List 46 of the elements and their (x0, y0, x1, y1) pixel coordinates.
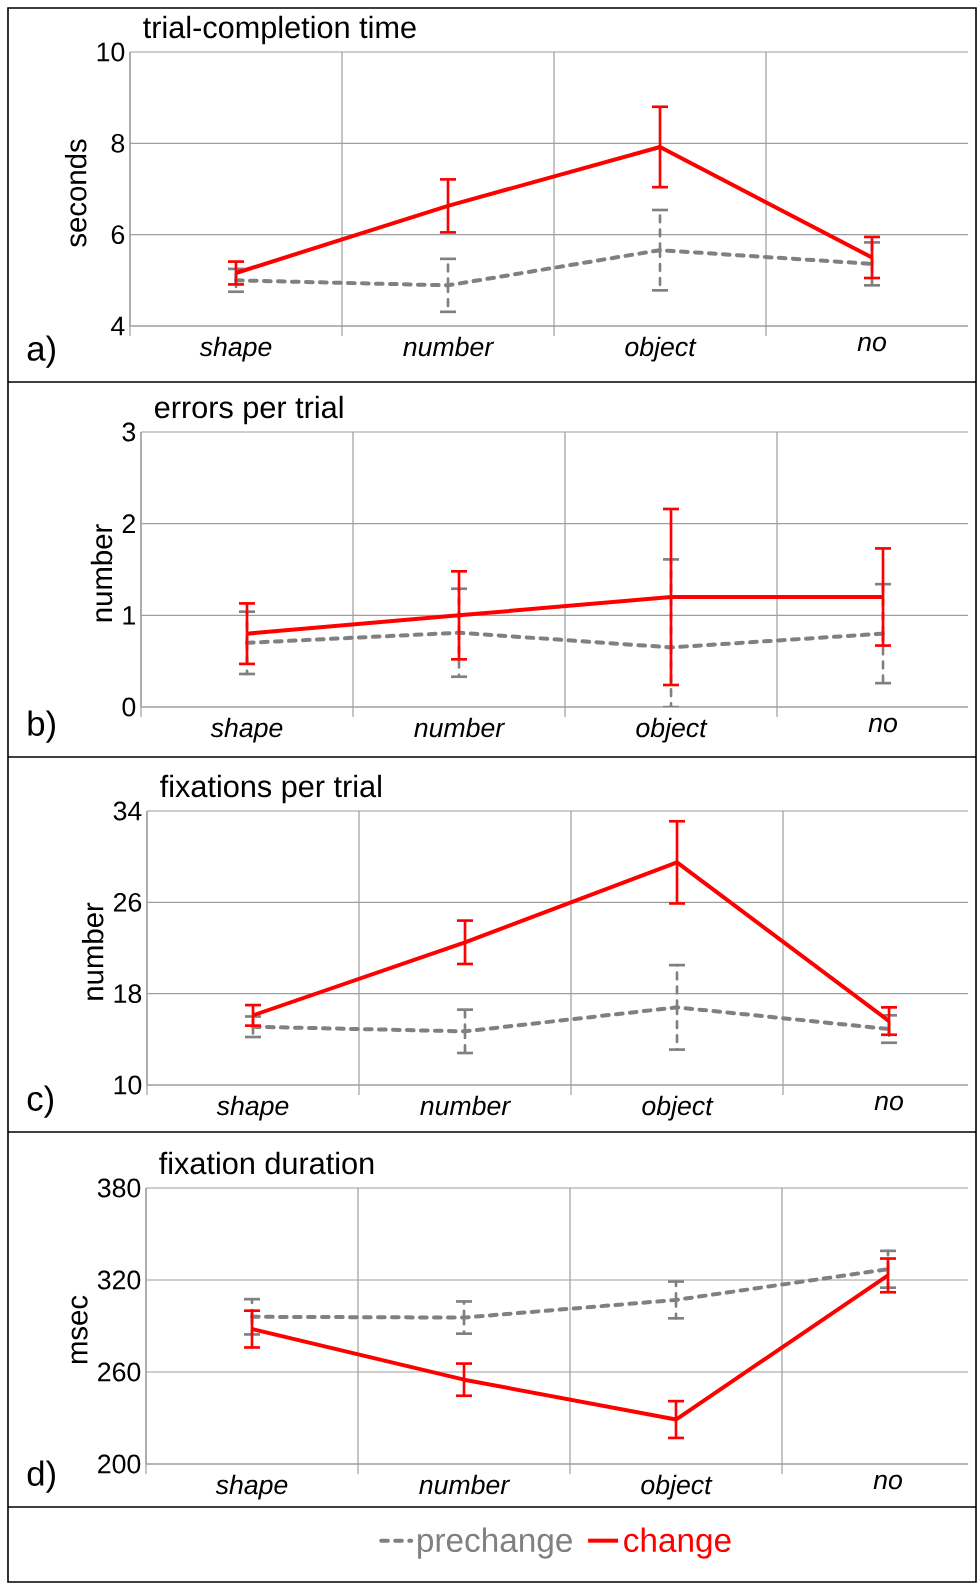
x-tick-label: number (419, 1474, 511, 1495)
x-tick-label: no (857, 336, 886, 352)
y-tick-label: 320 (97, 1270, 141, 1290)
y-tick-label: 200 (98, 1454, 141, 1474)
y-tick-label: 6 (111, 225, 125, 245)
x-tick-label: shape (215, 1474, 288, 1500)
legend-label: change (624, 1527, 731, 1559)
x-tick-label: shape (216, 1095, 289, 1121)
x-tick-label: object (636, 717, 708, 743)
chart-title: trial-completion time (143, 15, 416, 45)
y-tick-label: 0 (122, 697, 136, 717)
y-tick-label: 3 (122, 422, 136, 442)
x-tick-label: shape (210, 717, 283, 743)
y-tick-label: 260 (98, 1362, 141, 1382)
y-tick-label: 26 (113, 892, 142, 912)
y-tick-label: 2 (122, 514, 135, 533)
y-tick-label: 10 (114, 1075, 142, 1095)
legend-label: prechange (418, 1527, 572, 1559)
y-tick-label: 4 (111, 316, 125, 336)
x-tick-label: number (403, 336, 495, 357)
chart-title: fixations per trial (160, 774, 381, 804)
y-tick-label: 1 (123, 606, 135, 625)
x-tick-label: no (868, 717, 897, 733)
x-tick-label: object (641, 1474, 713, 1500)
chart-title: errors per trial (155, 395, 343, 425)
y-tick-label: 380 (97, 1178, 141, 1198)
y-tick-label: 18 (114, 984, 142, 1004)
x-tick-label: object (642, 1095, 714, 1121)
y-tick-label: 10 (97, 42, 125, 62)
y-tick-label: 8 (111, 133, 125, 153)
x-tick-label: number (420, 1095, 512, 1116)
x-tick-label: no (873, 1474, 902, 1490)
y-axis-title: msec (71, 1295, 88, 1364)
y-axis-title: number (81, 902, 104, 1000)
text: a) (27, 335, 55, 368)
y-axis-title: seconds (64, 139, 87, 247)
x-tick-label: shape (199, 336, 272, 362)
y-tick-label: 34 (113, 801, 142, 821)
x-tick-label: no (874, 1095, 904, 1111)
x-tick-label: number (414, 717, 506, 738)
chart-title: fixation duration (159, 1151, 374, 1175)
y-axis-title: number (90, 524, 113, 622)
x-tick-label: object (625, 336, 697, 362)
text: b) (28, 710, 55, 743)
text: d) (27, 1460, 55, 1493)
text: c) (27, 1085, 53, 1118)
